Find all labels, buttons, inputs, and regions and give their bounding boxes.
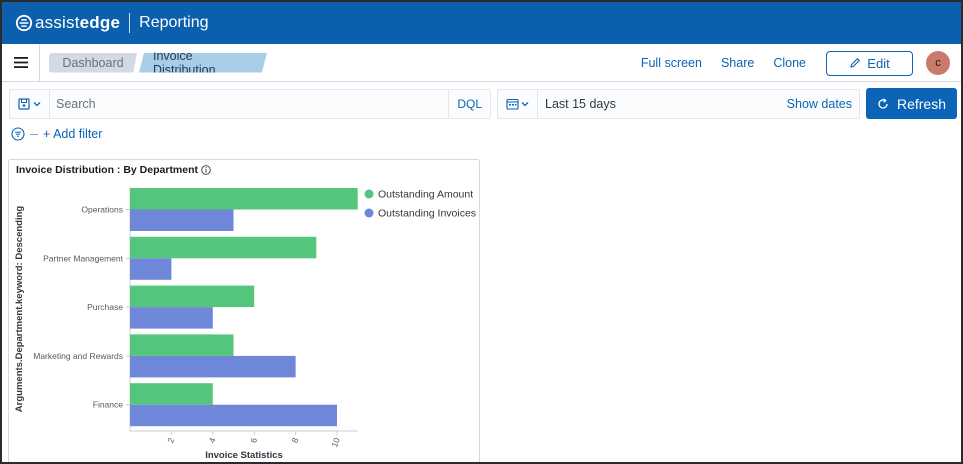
breadcrumb-invoice-distribution[interactable]: Invoice Distribution [139, 52, 267, 73]
y-tick-label: Marketing and Rewards [33, 351, 123, 361]
bar-outstanding-amount [130, 383, 213, 405]
user-avatar[interactable]: c [926, 51, 950, 75]
dql-toggle[interactable]: DQL [448, 90, 490, 118]
hamburger-icon [13, 57, 28, 68]
breadcrumb: Dashboard Invoice Distribution [49, 52, 267, 73]
panel-title: Invoice Distribution : By Department [16, 164, 211, 176]
y-axis-title: Arguments.Department.keyword: Descending [14, 206, 25, 413]
legend-item-label: Outstanding Invoices [378, 208, 476, 220]
x-tick-label: 4 [207, 436, 218, 444]
bar-outstanding-invoices [130, 258, 172, 280]
assistedge-logo-icon [15, 14, 33, 32]
pencil-icon [850, 58, 861, 68]
nav-actions: Full screen Share Clone Edit c [641, 44, 961, 82]
x-tick-label: 2 [165, 436, 176, 444]
logo-light-text: assist [35, 13, 80, 32]
refresh-button[interactable]: Refresh [866, 88, 957, 119]
filter-divider [30, 133, 38, 135]
show-dates-link[interactable]: Show dates [786, 97, 852, 111]
bar-outstanding-amount [130, 285, 255, 308]
menu-button[interactable] [2, 43, 40, 82]
query-bar: DQL [9, 89, 491, 119]
full-screen-link[interactable]: Full screen [640, 56, 702, 70]
search-input[interactable] [50, 90, 449, 118]
add-filter-link[interactable]: + Add filter [43, 127, 103, 141]
y-tick-label: Purchase [87, 302, 123, 312]
bar-outstanding-invoices [130, 307, 213, 329]
date-range-text[interactable]: Last 15 days [545, 97, 616, 111]
y-tick-label: Finance [93, 400, 124, 410]
info-icon[interactable] [201, 165, 211, 175]
nav-bar: Dashboard Invoice Distribution Full scre… [2, 43, 961, 82]
clone-link[interactable]: Clone [773, 56, 806, 70]
visualization-panel: Operations Partner Management Purchase Mark… [8, 159, 480, 462]
share-link[interactable]: Share [720, 56, 755, 70]
bar-outstanding-amount [130, 188, 358, 210]
legend-swatch [364, 189, 374, 199]
y-tick-label: Operations [81, 205, 123, 215]
logo-bold-text: edge [79, 13, 121, 32]
top-header: assistedge Reporting [2, 2, 961, 44]
logo-text: assistedge [35, 13, 120, 33]
edit-button[interactable]: Edit [826, 50, 913, 76]
bar-outstanding-amount [130, 334, 234, 356]
x-tick-label: 6 [248, 436, 259, 444]
panel-title-text: Invoice Distribution : By Department [16, 164, 199, 176]
x-tick-label: 8 [289, 436, 300, 444]
legend-item-label: Outstanding Amount [378, 189, 473, 201]
y-tick-label: Partner Management [43, 253, 123, 263]
refresh-label: Refresh [896, 95, 947, 112]
refresh-icon [878, 97, 888, 109]
bar-outstanding-amount [130, 236, 317, 259]
saved-query-button[interactable] [10, 90, 50, 118]
edit-button-label: Edit [867, 55, 890, 71]
legend-swatch [364, 208, 374, 218]
logo-divider [129, 13, 131, 33]
bar-outstanding-invoices [130, 355, 296, 378]
calendar-icon [505, 98, 528, 110]
breadcrumb-dashboard[interactable]: Dashboard [49, 52, 137, 73]
bar-chart: Operations Partner Management Purchase Mark… [14, 187, 476, 461]
quick-date-button[interactable] [498, 90, 538, 118]
x-tick-label: 10 [329, 436, 342, 449]
bar-outstanding-invoices [130, 209, 234, 231]
app-name: Reporting [139, 14, 209, 31]
saved-query-icon [17, 98, 40, 110]
date-picker: Last 15 days Show dates [497, 89, 860, 119]
filter-icon[interactable] [11, 127, 25, 141]
bar-outstanding-invoices [130, 404, 337, 427]
x-axis-title: Invoice Statistics [205, 450, 283, 461]
brand-logo[interactable]: assistedge Reporting [15, 2, 209, 44]
filter-bar: + Add filter [11, 126, 102, 142]
